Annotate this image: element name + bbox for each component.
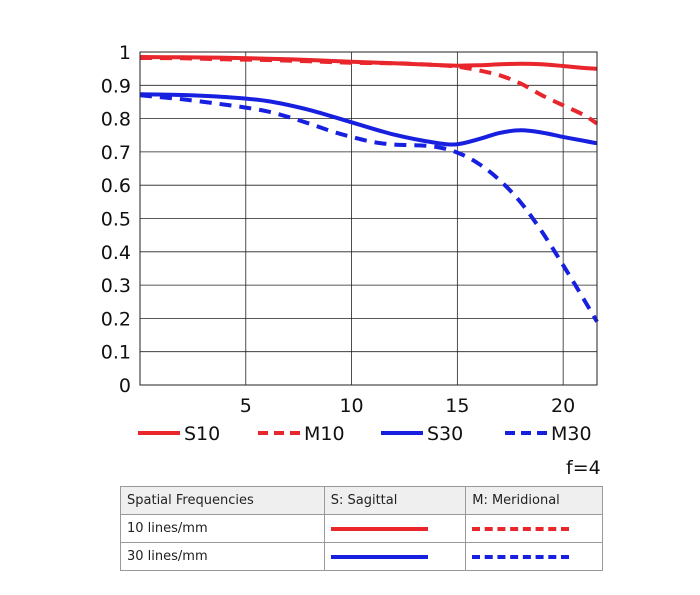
mtf-chart: 00.10.20.30.40.50.60.70.80.915 10 15 20 S10… xyxy=(101,42,599,445)
y-tick-label: 0.7 xyxy=(101,142,131,164)
legend-label: S10 xyxy=(184,423,220,445)
meridional-sample-10 xyxy=(465,514,603,543)
y-tick-label: 0.4 xyxy=(101,242,131,264)
series-line-m10 xyxy=(139,56,599,126)
axes: 00.10.20.30.40.50.60.70.80.915 10 15 20 xyxy=(101,42,598,417)
y-tick-label: 0.8 xyxy=(101,109,131,131)
x-tick-label: 20 xyxy=(551,395,575,417)
aperture-label: f=4 xyxy=(566,457,601,479)
y-tick-label: 0.5 xyxy=(101,209,131,231)
header-sagittal: S: Sagittal xyxy=(323,486,467,515)
legend-label: S30 xyxy=(427,423,463,445)
y-tick-label: 0.3 xyxy=(101,275,131,297)
legend-label: M10 xyxy=(304,423,345,445)
series-line-s30 xyxy=(139,92,598,147)
series-lines xyxy=(139,55,599,323)
row-label-30: 30 lines/mm xyxy=(120,542,325,571)
y-tick-label: 0.9 xyxy=(101,75,131,97)
y-tick-label: 1 xyxy=(119,42,131,64)
meridional-sample-30 xyxy=(465,542,603,571)
sagittal-sample-30 xyxy=(323,542,467,571)
x-tick-label: 5 xyxy=(240,395,252,417)
key-table-row: 30 lines/mm xyxy=(120,542,603,571)
legend: S10 M10 S30 M30 xyxy=(138,423,592,445)
y-tick-label: 0.6 xyxy=(101,175,131,197)
y-tick-label: 0.2 xyxy=(101,308,131,330)
line-sample xyxy=(472,554,570,559)
line-sample xyxy=(330,554,428,559)
line-sample xyxy=(330,526,428,531)
key-table-header: Spatial Frequencies S: Sagittal M: Merid… xyxy=(120,486,603,515)
series-line-m30 xyxy=(139,93,599,323)
header-spatial-frequencies: Spatial Frequencies xyxy=(120,486,325,515)
plot-frame xyxy=(139,51,598,386)
row-label-10: 10 lines/mm xyxy=(120,514,325,543)
y-tick-label: 0 xyxy=(119,375,131,397)
line-sample xyxy=(472,526,570,531)
key-table-row: 10 lines/mm xyxy=(120,514,603,543)
x-tick-label: 15 xyxy=(445,395,469,417)
header-meridional: M: Meridional xyxy=(465,486,603,515)
sagittal-sample-10 xyxy=(323,514,467,543)
frequency-key-table: Spatial Frequencies S: Sagittal M: Merid… xyxy=(120,486,603,571)
legend-label: M30 xyxy=(551,423,592,445)
y-tick-label: 0.1 xyxy=(101,342,131,364)
x-tick-label: 10 xyxy=(339,395,363,417)
